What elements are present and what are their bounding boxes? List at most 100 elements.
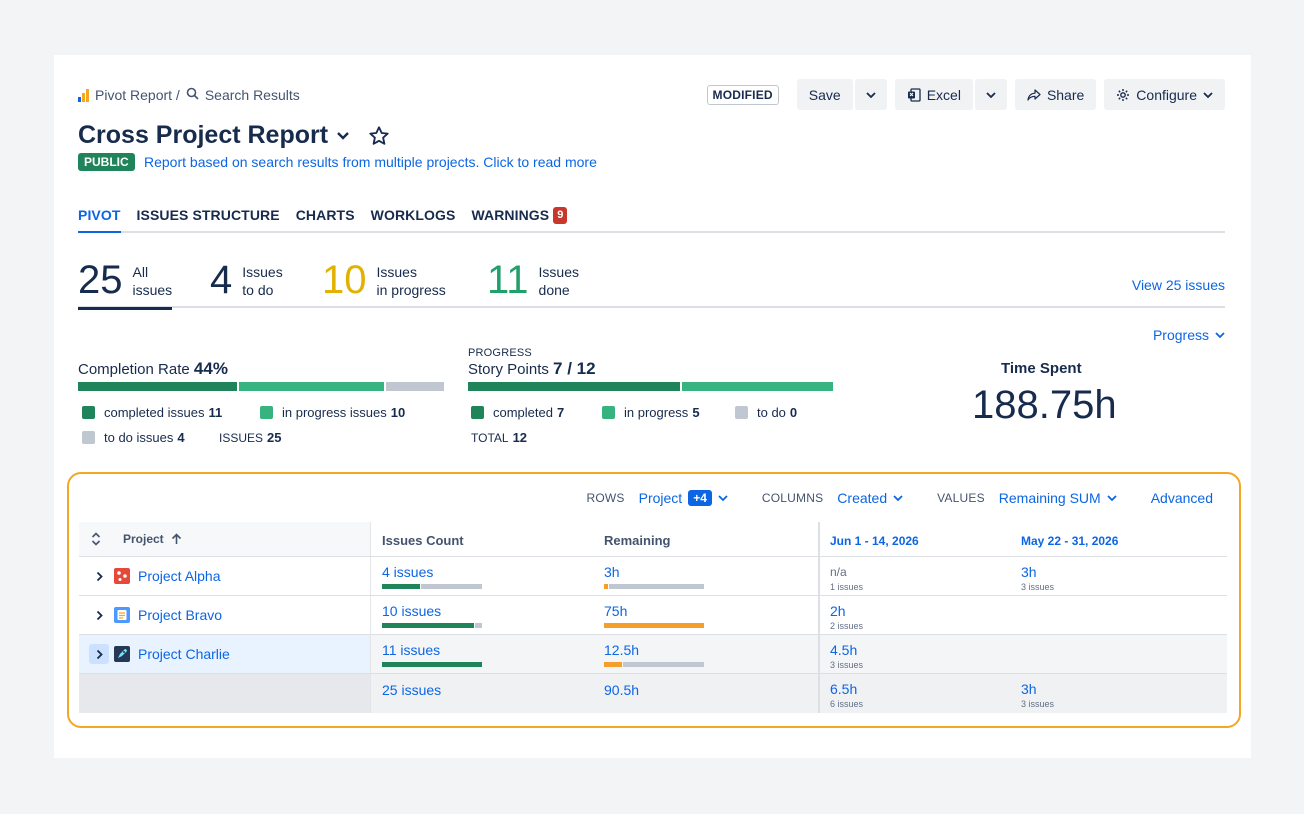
total-date2-link[interactable]: 3h <box>1021 681 1037 697</box>
remaining-link[interactable]: 75h <box>604 603 628 619</box>
completion-rate-value: 44% <box>193 359 228 378</box>
values-dropdown[interactable]: Remaining SUM <box>999 490 1117 506</box>
columns-label: COLUMNS <box>761 491 824 505</box>
chevron-down-icon <box>1215 332 1225 338</box>
issues-count-link[interactable]: 10 issues <box>382 603 442 619</box>
tab-issues-structure-label: ISSUES STRUCTURE <box>136 207 280 223</box>
advanced-link[interactable]: Advanced <box>1150 490 1213 506</box>
completed-segment <box>468 382 680 391</box>
values-label: VALUES <box>937 491 985 505</box>
stat-done[interactable]: 11 Issues done <box>487 260 579 308</box>
configure-button[interactable]: Configure <box>1104 79 1225 110</box>
to-do-swatch <box>735 406 748 419</box>
to-do-segment <box>386 382 444 391</box>
project-charlie-link[interactable]: Project Charlie <box>138 646 230 662</box>
total-issues-link[interactable]: 25 issues <box>382 682 442 698</box>
share-label: Share <box>1046 86 1085 103</box>
total-date1-subcount: 6 issues <box>830 699 864 709</box>
star-icon[interactable] <box>368 125 390 147</box>
totals-row: 25 issues 90.5h 6.5h 6 issues 3h 3 issue… <box>79 674 1227 713</box>
empty-fill <box>623 662 704 667</box>
project-header-cell: Project <box>79 522 371 556</box>
sp-legend-completed: completed 7 <box>471 405 564 420</box>
stat-in-progress[interactable]: 10 Issues in progress <box>322 260 446 308</box>
save-group: Save <box>796 79 887 110</box>
save-button[interactable]: Save <box>796 79 853 110</box>
project-alpha-link[interactable]: Project Alpha <box>138 568 221 584</box>
tab-warnings[interactable]: WARNINGS 9 <box>471 205 568 233</box>
tab-charts[interactable]: CHARTS <box>296 205 355 233</box>
tab-worklogs[interactable]: WORKLOGS <box>371 205 456 233</box>
columns-dropdown[interactable]: Created <box>837 490 903 506</box>
remaining-fill <box>475 623 482 628</box>
time-spent-value: 188.75h <box>972 383 1117 427</box>
project-bravo-link[interactable]: Project Bravo <box>138 607 223 623</box>
date2-link[interactable]: 3h <box>1021 564 1037 580</box>
chevron-right-icon <box>96 610 103 620</box>
view-issues-link[interactable]: View 25 issues <box>1131 277 1225 293</box>
excel-group: Excel <box>894 79 1007 110</box>
report-description-link[interactable]: Report based on search results from mult… <box>144 154 597 170</box>
breadcrumb-root[interactable]: Pivot Report / <box>95 87 180 103</box>
issues-count-link[interactable]: 4 issues <box>382 564 434 580</box>
rows-dropdown[interactable]: Project +4 <box>639 490 728 506</box>
time-spent-title: Time Spent <box>1001 360 1082 377</box>
sp-legend-in-progress: in progress 5 <box>602 405 700 420</box>
remaining-link[interactable]: 12.5h <box>604 642 640 658</box>
remaining-header: Remaining <box>604 533 671 548</box>
breadcrumb-current[interactable]: Search Results <box>204 87 300 103</box>
save-options-button[interactable] <box>854 79 887 110</box>
expand-row-button[interactable] <box>89 566 109 586</box>
legend-to-do: to do issues 4 <box>82 430 185 445</box>
remaining-fill <box>604 623 704 628</box>
tab-pivot[interactable]: PIVOT <box>78 205 121 233</box>
issues-count-bar <box>382 662 482 667</box>
date1-link[interactable]: 4.5h <box>830 642 858 658</box>
table-row: Project Bravo 10 issues 75h 2h 2 issues <box>79 596 1227 635</box>
progress-dropdown[interactable]: Progress <box>1153 327 1225 343</box>
stat-number: 25 <box>78 258 123 302</box>
excel-options-button[interactable] <box>974 79 1007 110</box>
project-header[interactable]: Project <box>123 532 164 546</box>
remaining-bar <box>604 623 704 628</box>
expand-row-button[interactable] <box>89 644 109 664</box>
completion-rate-label: Completion Rate <box>78 361 190 378</box>
to-do-swatch <box>82 431 95 444</box>
remaining-link[interactable]: 3h <box>604 564 620 580</box>
story-points-title: Story Points 7 / 12 <box>468 359 596 379</box>
chevron-down-icon <box>986 91 996 98</box>
expand-row-button[interactable] <box>89 605 109 625</box>
stat-to-do[interactable]: 4 Issues to do <box>210 260 283 308</box>
date1-subcount: 3 issues <box>830 660 864 670</box>
date1-link[interactable]: 2h <box>830 603 846 619</box>
legend-value: 10 <box>390 405 406 420</box>
issue-stats: 25 All issues 4 Issues to do 10 Issues i… <box>78 258 1225 310</box>
date2-subcount: 3 issues <box>1021 582 1055 592</box>
legend-label: in progress issues <box>282 405 387 420</box>
excel-button[interactable]: Excel <box>894 79 973 110</box>
sp-legend-total: TOTAL 12 <box>471 430 527 445</box>
legend-label: TOTAL <box>471 430 509 445</box>
legend-value: 12 <box>512 430 528 445</box>
tab-issues-structure[interactable]: ISSUES STRUCTURE <box>137 205 280 233</box>
completed-segment <box>78 382 238 391</box>
column-divider <box>818 557 820 595</box>
total-date1-link[interactable]: 6.5h <box>830 681 858 697</box>
date1-value: n/a <box>830 565 847 579</box>
legend-issues-total: ISSUES 25 <box>219 430 281 445</box>
chevron-down-icon[interactable] <box>336 131 350 140</box>
columns-value: Created <box>837 490 888 506</box>
project-cell: Project Bravo <box>79 596 371 634</box>
total-remaining-link[interactable]: 90.5h <box>604 682 640 698</box>
issues-count-link[interactable]: 11 issues <box>382 642 441 658</box>
rows-extra-badge: +4 <box>688 490 712 506</box>
project-cell: Project Charlie <box>79 635 371 673</box>
total-date2-subcount: 3 issues <box>1021 699 1055 709</box>
sort-toggle-icon[interactable] <box>91 532 101 551</box>
stat-all-issues[interactable]: 25 All issues <box>78 258 173 310</box>
date-header-jun[interactable]: Jun 1 - 14, 2026 <box>830 534 919 548</box>
in-progress-segment <box>239 382 385 391</box>
share-button[interactable]: Share <box>1014 79 1097 110</box>
chevron-down-icon <box>1203 91 1213 98</box>
date-header-may[interactable]: May 22 - 31, 2026 <box>1021 534 1119 548</box>
